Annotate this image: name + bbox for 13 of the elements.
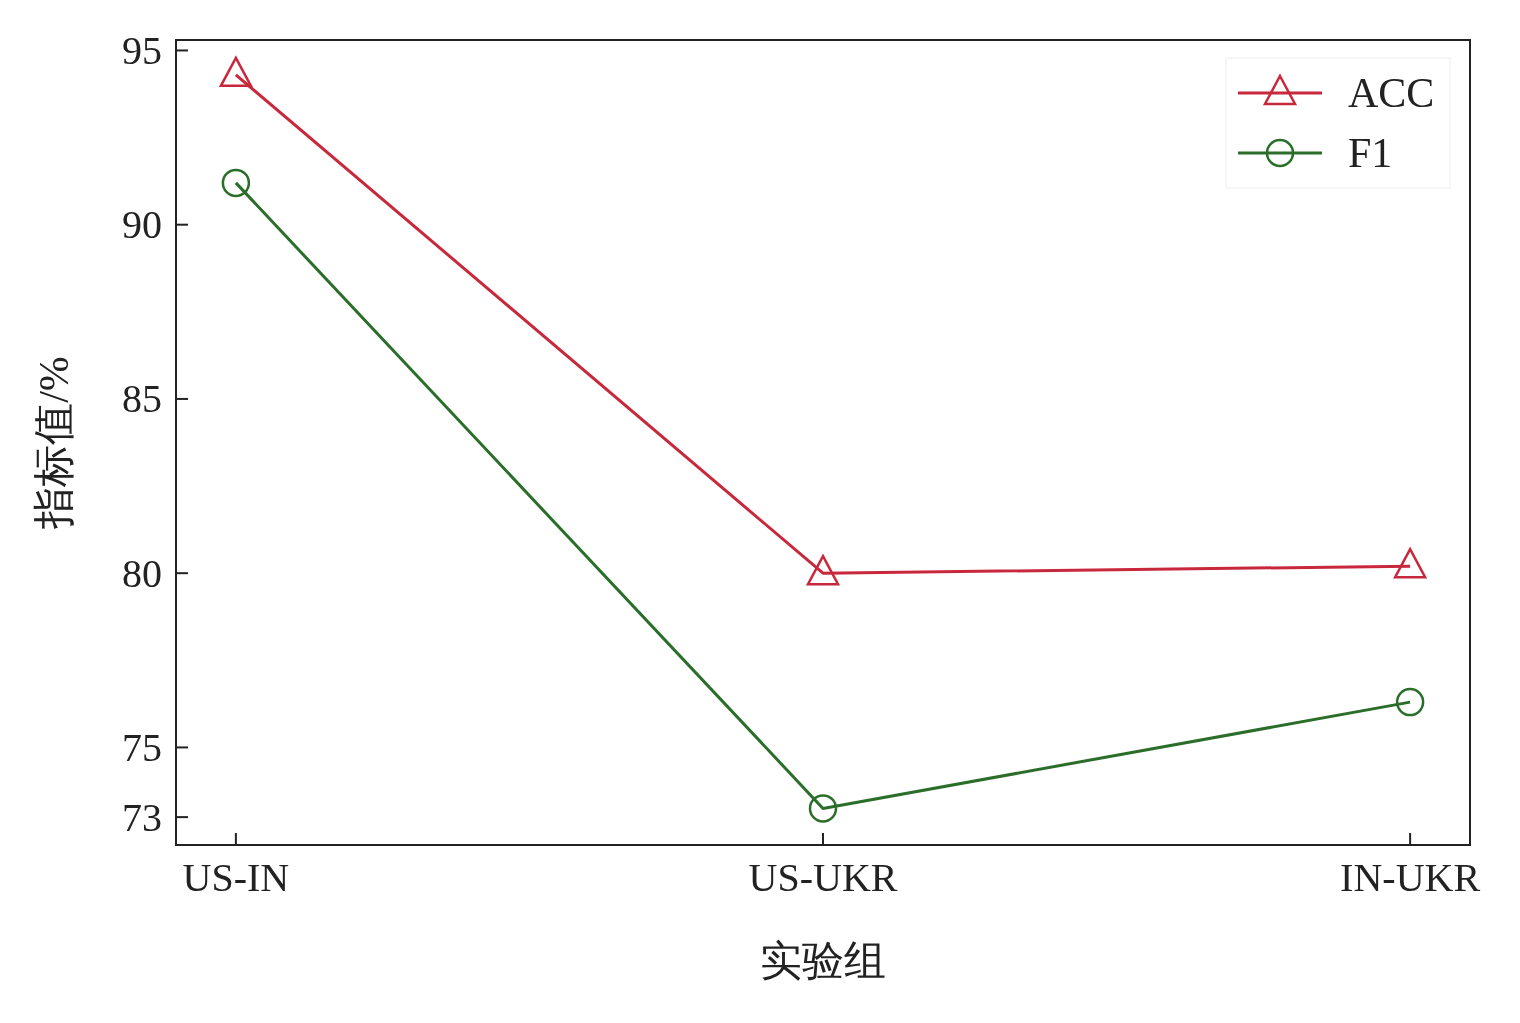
x-axis-title: 实验组 [760,938,886,984]
legend-label: ACC [1348,70,1435,116]
y-axis-title: 指标值/% [31,356,77,530]
x-tick-label: IN-UKR [1340,855,1481,900]
x-tick-label: US-UKR [748,855,898,900]
y-tick-label: 90 [122,202,162,248]
legend-label: F1 [1348,130,1393,176]
y-tick-label: 73 [122,794,162,840]
x-tick-label: US-IN [182,855,290,900]
y-tick-label: 80 [122,550,162,596]
y-tick-label: 75 [122,724,162,770]
y-tick-label: 85 [122,376,162,422]
y-tick-label: 95 [122,27,162,73]
